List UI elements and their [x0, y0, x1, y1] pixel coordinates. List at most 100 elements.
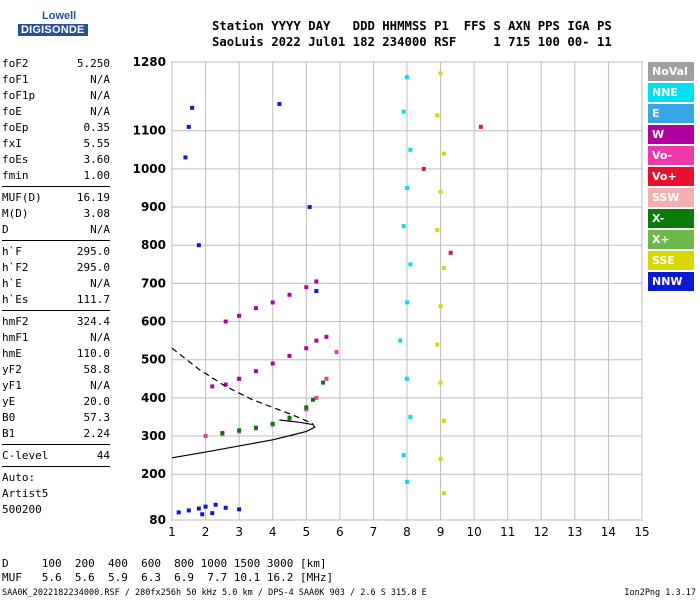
param-value: 324.4 — [76, 315, 110, 328]
echo-point — [448, 250, 453, 255]
echo-point — [408, 147, 413, 152]
echo-point — [304, 285, 309, 290]
x-tick-label: 5 — [302, 525, 310, 539]
param-row: foF1p N/A — [2, 88, 110, 104]
param-name: h`F — [2, 245, 22, 258]
echo-point — [203, 504, 208, 509]
param-row: hmE 110.0 — [2, 346, 110, 362]
echo-point — [196, 243, 201, 248]
echo-point — [190, 105, 195, 110]
param-value: 16.19 — [76, 191, 110, 204]
param-row: fxI 5.55 — [2, 136, 110, 152]
param-row: D N/A — [2, 222, 110, 238]
x-tick-label: 12 — [534, 525, 549, 539]
param-name: M(D) — [2, 207, 29, 220]
echo-point — [398, 338, 403, 343]
echo-point — [253, 425, 258, 430]
header-columns: Station YYYY DAY DDD HHMMSS P1 FFS S AXN… — [212, 19, 612, 33]
legend-item: X+ — [648, 230, 694, 249]
echo-point — [314, 279, 319, 284]
y-tick-label: 1100 — [133, 124, 166, 138]
x-tick-label: 15 — [634, 525, 649, 539]
echo-point — [237, 507, 242, 512]
y-tick-label: 600 — [141, 315, 166, 329]
param-value: 3.60 — [83, 153, 111, 166]
param-row: h`Es 111.7 — [2, 292, 110, 308]
param-name: h`Es — [2, 293, 29, 306]
y-tick-label: 500 — [141, 353, 166, 367]
echo-point — [186, 124, 191, 129]
file-info: SAA0K_2022182234000.RSF / 280fx256h 50 k… — [2, 588, 427, 598]
echo-point — [253, 369, 258, 374]
echo-point — [237, 313, 242, 318]
echo-point — [405, 185, 409, 190]
y-tick-label: 800 — [141, 238, 166, 252]
param-value: 295.0 — [76, 245, 110, 258]
param-row: fmin 1.00 — [2, 168, 110, 184]
echo-point — [237, 376, 242, 381]
param-name: yE — [2, 395, 16, 408]
param-name: B1 — [2, 427, 16, 440]
param-name: h`F2 — [2, 261, 29, 274]
param-value: 110.0 — [76, 347, 110, 360]
param-name: foEp — [2, 121, 29, 134]
param-row: C-level 44 — [2, 448, 110, 464]
echo-point — [435, 342, 440, 347]
echo-point — [200, 512, 205, 517]
logo-brand: DIGISONDE — [18, 24, 88, 36]
echo-point — [324, 334, 329, 339]
legend-item: Vo- — [648, 146, 694, 165]
param-name: fmin — [2, 169, 29, 182]
x-tick-label: 8 — [403, 525, 411, 539]
param-row: yE 20.0 — [2, 394, 110, 410]
param-name: B0 — [2, 411, 16, 424]
param-value: 1.00 — [83, 169, 111, 182]
echo-point — [441, 418, 446, 423]
y-tick-label: 900 — [141, 200, 166, 214]
y-tick-label: 1000 — [133, 162, 166, 176]
echo-point — [287, 353, 292, 358]
echo-point — [438, 304, 443, 309]
echo-point — [321, 380, 326, 385]
legend-item: W — [648, 125, 694, 144]
y-tick-label: 200 — [141, 467, 166, 481]
param-value: 44 — [96, 449, 110, 462]
param-name: yF2 — [2, 363, 22, 376]
echo-point — [438, 189, 443, 194]
echo-point — [223, 382, 228, 387]
param-row: h`F 295.0 — [2, 244, 110, 260]
echo-point — [405, 300, 409, 305]
param-name: foF2 — [2, 57, 29, 70]
param-name: foE — [2, 105, 22, 118]
param-name: C-level — [2, 449, 49, 462]
y-tick-label: 700 — [141, 276, 166, 290]
echo-point — [478, 124, 483, 129]
echo-point — [176, 510, 181, 515]
param-row: foF1 N/A — [2, 72, 110, 88]
echo-point — [270, 421, 275, 426]
param-row: foE N/A — [2, 104, 110, 120]
echo-point — [183, 155, 188, 160]
echo-point — [210, 511, 215, 516]
param-name: foF1 — [2, 73, 29, 86]
x-tick-label: 6 — [336, 525, 344, 539]
echo-point — [314, 338, 319, 343]
legend-item: NoVal — [648, 62, 694, 81]
echo-point — [435, 113, 440, 118]
x-tick-label: 9 — [437, 525, 445, 539]
x-tick-label: 11 — [500, 525, 515, 539]
echo-point — [203, 434, 208, 439]
param-name: hmE — [2, 347, 22, 360]
param-value: 58.8 — [83, 363, 111, 376]
param-row: foEp 0.35 — [2, 120, 110, 136]
legend-item: SSE — [648, 251, 694, 270]
model-trace — [171, 347, 314, 425]
software-version: Ion2Png 1.3.17 — [624, 588, 696, 598]
logo-text: Lowell — [42, 10, 77, 22]
legend-item: Vo+ — [648, 167, 694, 186]
echo-point — [237, 428, 242, 433]
profile-trace — [171, 419, 316, 459]
echo-point — [438, 71, 443, 76]
echo-point — [253, 306, 258, 311]
station-header: Station YYYY DAY DDD HHMMSS P1 FFS S AXN… — [212, 18, 612, 50]
